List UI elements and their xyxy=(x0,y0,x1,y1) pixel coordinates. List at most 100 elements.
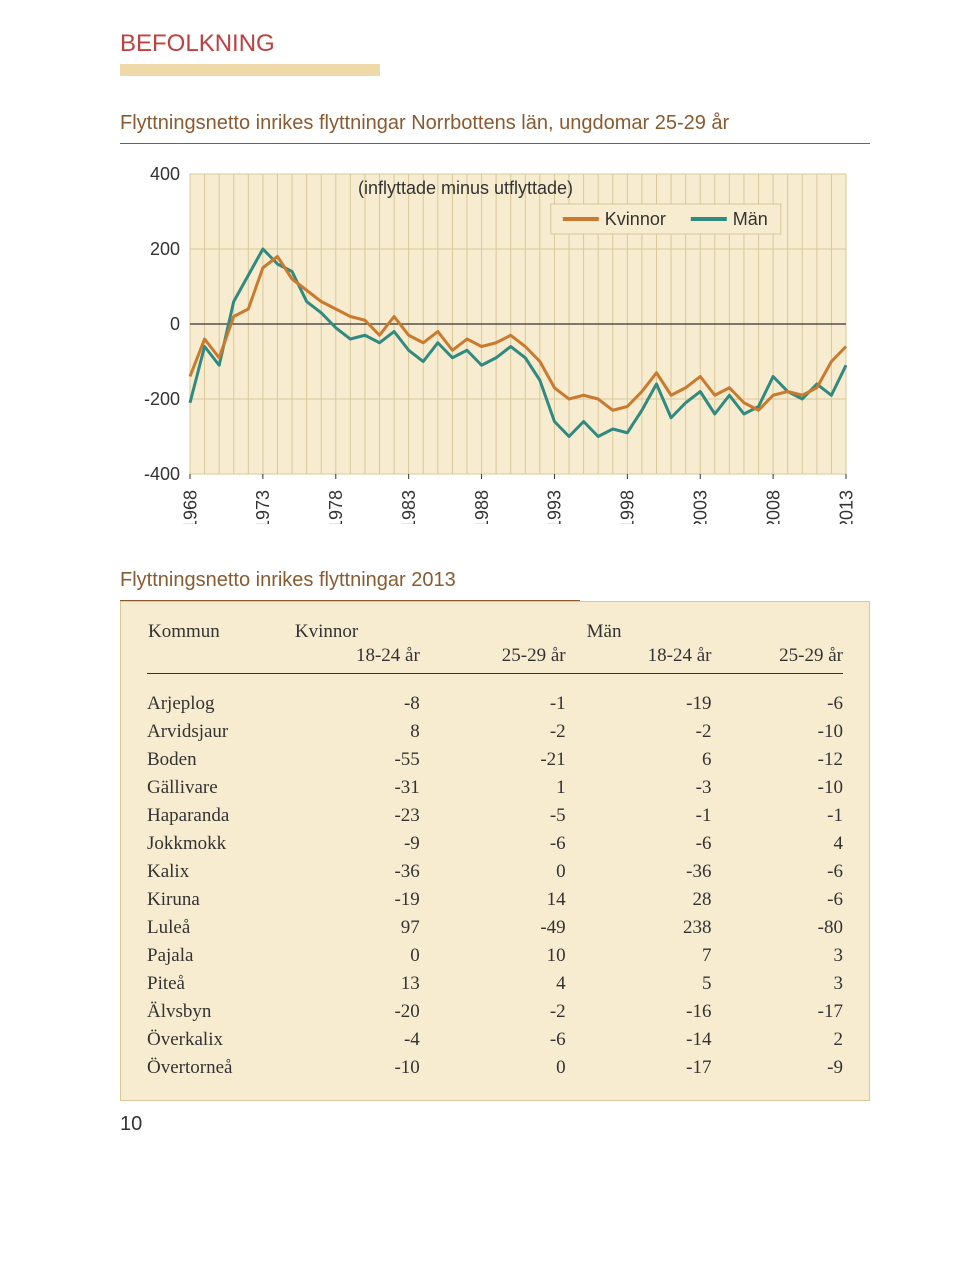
row-value: -1 xyxy=(440,690,586,718)
section-header: BEFOLKNING xyxy=(120,30,380,76)
row-value: -49 xyxy=(440,914,586,942)
row-value: -9 xyxy=(294,830,440,858)
chart-title: Flyttningsnetto inrikes flyttningar Norr… xyxy=(120,112,870,144)
chart-container: -400-20002004001968197319781983198819931… xyxy=(120,164,870,529)
row-value: 8 xyxy=(294,718,440,746)
row-value: 238 xyxy=(586,914,732,942)
svg-text:(inflyttade minus utflyttade): (inflyttade minus utflyttade) xyxy=(358,178,573,198)
table-row: Kiruna-191428-6 xyxy=(147,886,843,914)
row-name: Övertorneå xyxy=(147,1054,294,1082)
row-name: Pajala xyxy=(147,942,294,970)
data-table: Kommun Kvinnor Män 18-24 år 25-29 år 18-… xyxy=(120,601,870,1101)
row-value: 7 xyxy=(586,942,732,970)
row-value: 0 xyxy=(440,858,586,886)
svg-text:-400: -400 xyxy=(144,464,180,484)
row-value: -10 xyxy=(294,1054,440,1082)
row-value: -1 xyxy=(732,802,844,830)
row-name: Arvidsjaur xyxy=(147,718,294,746)
row-value: 0 xyxy=(294,942,440,970)
table-row: Arvidsjaur8-2-2-10 xyxy=(147,718,843,746)
col-header: 18-24 år xyxy=(294,644,440,674)
row-value: 3 xyxy=(732,970,844,998)
row-value: 14 xyxy=(440,886,586,914)
page-number: 10 xyxy=(120,1113,870,1136)
row-value: -6 xyxy=(732,858,844,886)
col-header: 25-29 år xyxy=(440,644,586,674)
row-value: -6 xyxy=(440,830,586,858)
table-row: Övertorneå-100-17-9 xyxy=(147,1054,843,1082)
line-chart: -400-20002004001968197319781983198819931… xyxy=(120,164,860,524)
row-name: Jokkmokk xyxy=(147,830,294,858)
row-name: Piteå xyxy=(147,970,294,998)
col-header: 25-29 år xyxy=(732,644,844,674)
row-value: -21 xyxy=(440,746,586,774)
svg-text:1968: 1968 xyxy=(180,490,200,524)
svg-text:1978: 1978 xyxy=(326,490,346,524)
svg-text:0: 0 xyxy=(170,314,180,334)
svg-text:1983: 1983 xyxy=(399,490,419,524)
row-value: -10 xyxy=(732,774,844,802)
table-row: Kalix-360-36-6 xyxy=(147,858,843,886)
table-row: Piteå13453 xyxy=(147,970,843,998)
row-value: -23 xyxy=(294,802,440,830)
row-value: -19 xyxy=(294,886,440,914)
row-value: 4 xyxy=(732,830,844,858)
row-value: -55 xyxy=(294,746,440,774)
svg-text:2013: 2013 xyxy=(836,490,856,524)
svg-text:Män: Män xyxy=(733,209,768,229)
svg-text:1973: 1973 xyxy=(253,490,273,524)
table-row: Överkalix-4-6-142 xyxy=(147,1026,843,1054)
row-name: Haparanda xyxy=(147,802,294,830)
row-value: -19 xyxy=(586,690,732,718)
row-value: 6 xyxy=(586,746,732,774)
table-row: Älvsbyn-20-2-16-17 xyxy=(147,998,843,1026)
row-value: -6 xyxy=(440,1026,586,1054)
row-value: -36 xyxy=(294,858,440,886)
row-name: Kiruna xyxy=(147,886,294,914)
row-value: 0 xyxy=(440,1054,586,1082)
row-value: 5 xyxy=(586,970,732,998)
row-value: 2 xyxy=(732,1026,844,1054)
row-value: -20 xyxy=(294,998,440,1026)
svg-text:2003: 2003 xyxy=(691,490,711,524)
row-value: -17 xyxy=(732,998,844,1026)
svg-text:400: 400 xyxy=(150,164,180,184)
row-value: -5 xyxy=(440,802,586,830)
svg-text:1988: 1988 xyxy=(472,490,492,524)
row-name: Boden xyxy=(147,746,294,774)
col-group-man: Män xyxy=(586,620,843,644)
row-value: 97 xyxy=(294,914,440,942)
row-value: -6 xyxy=(586,830,732,858)
row-value: -6 xyxy=(732,690,844,718)
row-value: -17 xyxy=(586,1054,732,1082)
row-value: 1 xyxy=(440,774,586,802)
svg-text:1993: 1993 xyxy=(545,490,565,524)
row-value: -12 xyxy=(732,746,844,774)
row-value: 4 xyxy=(440,970,586,998)
row-value: -8 xyxy=(294,690,440,718)
row-value: -2 xyxy=(586,718,732,746)
row-value: -10 xyxy=(732,718,844,746)
svg-text:2008: 2008 xyxy=(763,490,783,524)
row-value: 3 xyxy=(732,942,844,970)
table-title: Flyttningsnetto inrikes flyttningar 2013 xyxy=(120,569,580,601)
table-row: Boden-55-216-12 xyxy=(147,746,843,774)
row-value: -14 xyxy=(586,1026,732,1054)
table-row: Arjeplog-8-1-19-6 xyxy=(147,690,843,718)
table-row: Luleå97-49238-80 xyxy=(147,914,843,942)
table-row: Haparanda-23-5-1-1 xyxy=(147,802,843,830)
row-value: -6 xyxy=(732,886,844,914)
row-name: Kalix xyxy=(147,858,294,886)
table-row: Jokkmokk-9-6-64 xyxy=(147,830,843,858)
col-kommun: Kommun xyxy=(147,620,294,644)
row-name: Luleå xyxy=(147,914,294,942)
col-header: 18-24 år xyxy=(586,644,732,674)
table-row: Gällivare-311-3-10 xyxy=(147,774,843,802)
row-name: Överkalix xyxy=(147,1026,294,1054)
row-value: -16 xyxy=(586,998,732,1026)
row-value: -36 xyxy=(586,858,732,886)
row-name: Älvsbyn xyxy=(147,998,294,1026)
row-value: -80 xyxy=(732,914,844,942)
row-value: -31 xyxy=(294,774,440,802)
row-value: 13 xyxy=(294,970,440,998)
